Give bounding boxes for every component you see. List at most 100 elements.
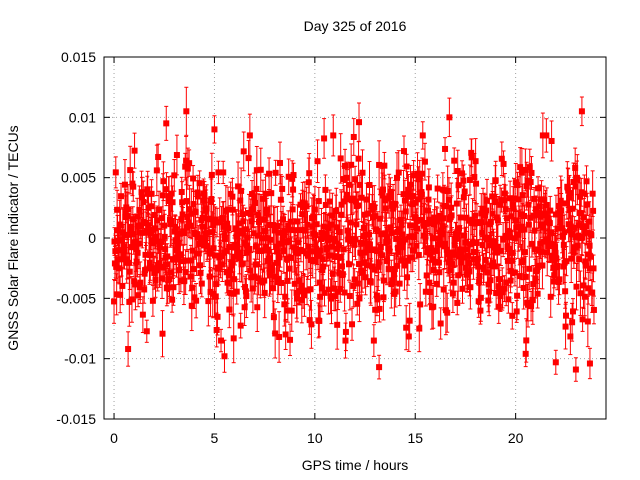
data-point [350, 264, 357, 308]
data-point [403, 305, 410, 351]
data-point [437, 307, 444, 340]
data-point [211, 115, 218, 144]
y-tick-label: -0.005 [56, 290, 96, 306]
data-point [342, 312, 349, 352]
data-point [285, 158, 292, 196]
data-point [410, 160, 417, 191]
data-point [193, 283, 200, 319]
data-point [381, 151, 388, 180]
data-point [163, 105, 170, 141]
data-point [376, 354, 383, 380]
data-point [276, 311, 283, 363]
data-point [426, 205, 433, 235]
data-point [446, 97, 453, 138]
data-point [395, 150, 402, 195]
data-point [400, 135, 407, 167]
data-point [128, 276, 135, 323]
data-point [497, 184, 504, 225]
data-point [301, 273, 308, 317]
data-point [268, 171, 275, 215]
data-point [444, 292, 451, 333]
data-point [350, 118, 357, 156]
data-points [111, 86, 597, 382]
data-point [246, 113, 253, 158]
data-point [131, 132, 138, 169]
data-point [282, 318, 289, 350]
data-point [330, 114, 337, 157]
data-point [388, 259, 395, 309]
y-tick-label: -0.015 [56, 411, 96, 427]
data-point [315, 186, 322, 216]
data-point [434, 174, 441, 203]
data-point [543, 118, 550, 153]
data-point [417, 283, 424, 326]
x-tick-label: 15 [407, 430, 423, 446]
data-point [349, 183, 356, 214]
data-point [404, 171, 411, 220]
data-point [306, 153, 313, 194]
data-point [159, 310, 166, 358]
data-point [276, 141, 283, 185]
data-point [528, 156, 535, 190]
y-tick-label: -0.01 [64, 351, 96, 367]
data-point [406, 302, 413, 339]
data-point [563, 301, 570, 330]
x-tick-label: 5 [211, 430, 219, 446]
data-point [415, 229, 422, 281]
data-point [197, 251, 204, 295]
data-point [160, 161, 167, 202]
data-point [245, 140, 252, 177]
x-tick-label: 10 [307, 430, 323, 446]
data-point [579, 306, 586, 332]
x-tick-label: 0 [110, 430, 118, 446]
data-point [173, 134, 180, 176]
data-point [221, 339, 228, 373]
data-point [539, 112, 546, 159]
data-point [214, 298, 221, 336]
data-point [270, 300, 277, 334]
data-point [182, 249, 189, 295]
data-point [582, 251, 589, 280]
data-point [578, 96, 585, 127]
data-point [578, 177, 585, 207]
data-point [505, 284, 512, 314]
data-point [500, 222, 507, 258]
data-point [376, 140, 383, 190]
data-point [548, 120, 555, 162]
y-tick-label: 0 [88, 230, 96, 246]
y-tick-label: 0.015 [61, 49, 96, 65]
data-point [401, 179, 408, 222]
data-point [349, 307, 356, 341]
data-point [341, 273, 348, 312]
data-point [230, 313, 237, 364]
data-point [148, 179, 155, 209]
data-point [218, 328, 225, 353]
y-axis-title: GNSS Solar Flare indicator / TECUs [5, 125, 21, 350]
data-point [590, 191, 597, 231]
data-point [526, 247, 533, 291]
data-point [450, 267, 457, 299]
data-point [288, 289, 295, 332]
data-point [316, 304, 323, 338]
data-point [220, 160, 227, 185]
data-point [243, 274, 250, 319]
data-point [290, 162, 297, 188]
data-point [215, 160, 222, 185]
data-point [421, 142, 428, 181]
data-point [274, 205, 281, 247]
data-point [209, 269, 216, 319]
data-point [454, 290, 461, 316]
data-point [569, 298, 576, 325]
data-point [359, 149, 366, 197]
data-point [130, 171, 137, 202]
data-point [590, 254, 597, 283]
data-point [125, 331, 132, 367]
data-point [198, 269, 205, 298]
data-point [509, 302, 516, 330]
data-point [149, 284, 156, 317]
data-point [186, 149, 193, 177]
data-point [583, 165, 590, 198]
data-point [552, 349, 559, 375]
data-point [237, 312, 244, 339]
data-point [577, 270, 584, 316]
